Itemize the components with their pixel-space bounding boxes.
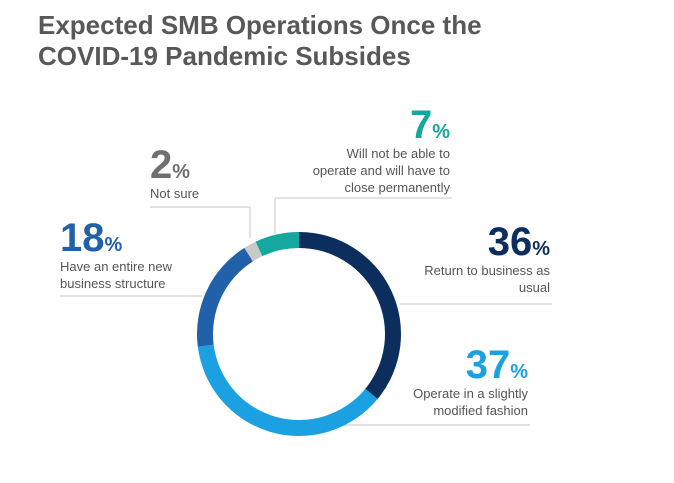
category-label: Have an entire new business structure [60, 259, 173, 291]
value-label: 37% [393, 345, 528, 385]
value-suffix: % [510, 361, 528, 383]
donut-slice [197, 247, 253, 347]
leader-lines [60, 197, 552, 426]
donut-slice [197, 344, 378, 436]
value-suffix: % [104, 234, 123, 256]
slice-label: 18% Have an entire new business structure [60, 218, 195, 292]
category-label: Not sure [150, 186, 200, 201]
value-number: 37 [465, 343, 511, 387]
value-number: 2 [150, 143, 173, 187]
slice-label: 36% Return to business as usual [420, 222, 550, 296]
chart-title: Expected SMB Operations Once the COVID-1… [38, 10, 482, 71]
value-number: 7 [409, 103, 433, 147]
value-label: 36% [420, 222, 550, 262]
value-label: 18% [60, 218, 195, 258]
value-number: 18 [60, 216, 105, 260]
value-label: 2% [150, 145, 250, 185]
value-label: 7% [300, 105, 450, 145]
value-suffix: % [532, 238, 550, 260]
slice-label: 37% Operate in a slightly modified fashio… [393, 345, 528, 419]
value-suffix: % [172, 161, 191, 183]
donut-slice [244, 241, 263, 262]
slice-label: 2% Not sure [150, 145, 250, 202]
category-label: Operate in a slightly modified fashion [413, 386, 528, 418]
value-number: 36 [487, 220, 533, 264]
slice-label: 7% Will not be able to operate and will h… [300, 105, 450, 196]
category-label: Will not be able to operate and will hav… [312, 146, 450, 195]
value-suffix: % [432, 121, 450, 143]
category-label: Return to business as usual [424, 263, 550, 295]
donut-slice [299, 232, 402, 400]
donut-slice [255, 232, 299, 257]
